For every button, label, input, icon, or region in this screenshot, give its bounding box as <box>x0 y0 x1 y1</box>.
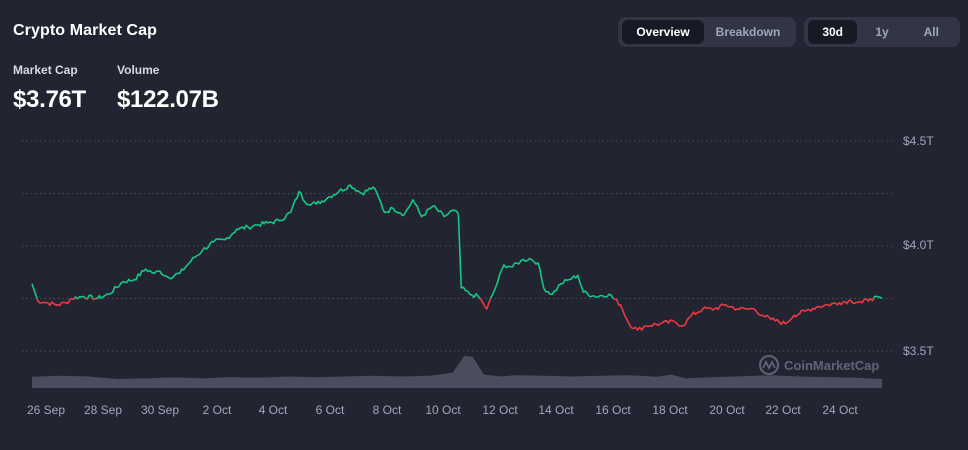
y-tick-label: $3.5T <box>903 344 934 358</box>
price-line-segment-down <box>869 297 875 302</box>
range-toggle: 30d 1y All <box>804 17 960 47</box>
grid-lines <box>22 140 892 352</box>
price-line-segment-up <box>489 257 615 300</box>
view-toggle: Overview Breakdown <box>618 17 796 47</box>
price-line-segment-down <box>479 298 492 310</box>
price-line <box>31 184 883 331</box>
volume-bars <box>32 356 882 388</box>
price-line-segment-up <box>872 295 883 300</box>
x-tick-label: 28 Sep <box>84 403 122 417</box>
price-line-segment-up <box>73 296 78 300</box>
price-line-segment-up <box>94 294 102 300</box>
volume-label: Volume <box>117 63 160 77</box>
x-tick-label: 26 Sep <box>27 403 65 417</box>
y-axis: $4.5T $4.0T $3.5T <box>903 134 934 358</box>
volume-value: $122.07B <box>117 86 219 113</box>
x-tick-label: 22 Oct <box>765 403 801 417</box>
x-tick-label: 2 Oct <box>203 403 232 417</box>
x-tick-label: 10 Oct <box>425 403 461 417</box>
tab-overview[interactable]: Overview <box>622 20 704 44</box>
x-axis: 26 Sep 28 Sep 30 Sep 2 Oct 4 Oct 6 Oct 8… <box>27 403 858 417</box>
x-tick-label: 6 Oct <box>316 403 345 417</box>
price-line-segment-up <box>77 295 87 300</box>
x-tick-label: 16 Oct <box>595 403 631 417</box>
chart-title: Crypto Market Cap <box>13 22 157 39</box>
x-tick-label: 20 Oct <box>709 403 745 417</box>
price-line-segment-down <box>92 297 96 301</box>
x-tick-label: 8 Oct <box>373 403 402 417</box>
range-30d-button[interactable]: 30d <box>808 20 858 44</box>
price-line-segment-up <box>100 184 481 300</box>
range-all-button[interactable]: All <box>923 25 939 39</box>
x-tick-label: 30 Sep <box>141 403 179 417</box>
price-line-segment-up <box>86 294 94 299</box>
volume-area <box>32 356 882 388</box>
market-cap-label: Market Cap <box>13 63 78 77</box>
tab-breakdown[interactable]: Breakdown <box>715 25 781 39</box>
x-tick-label: 4 Oct <box>259 403 288 417</box>
market-cap-stat: Market Cap $3.76T <box>13 63 86 114</box>
price-line-segment-down <box>36 297 73 307</box>
price-line-segment-down <box>76 297 79 300</box>
watermark-text: CoinMarketCap <box>784 358 879 373</box>
x-tick-label: 12 Oct <box>482 403 518 417</box>
x-tick-label: 18 Oct <box>652 403 688 417</box>
x-tick-label: 24 Oct <box>822 403 858 417</box>
market-cap-value: $3.76T <box>13 86 86 113</box>
y-tick-label: $4.0T <box>903 238 934 252</box>
coinmarketcap-watermark: CoinMarketCap <box>759 355 879 375</box>
price-line-segment-up <box>31 283 38 299</box>
coinmarketcap-logo-icon <box>759 355 779 375</box>
price-line-segment-down <box>85 297 89 300</box>
x-tick-label: 14 Oct <box>538 403 574 417</box>
range-1y-button[interactable]: 1y <box>875 25 889 39</box>
price-line-segment-down <box>71 297 76 301</box>
y-tick-label: $4.5T <box>903 134 934 148</box>
price-line-segment-down <box>613 297 872 331</box>
volume-stat: Volume $122.07B <box>117 63 219 114</box>
